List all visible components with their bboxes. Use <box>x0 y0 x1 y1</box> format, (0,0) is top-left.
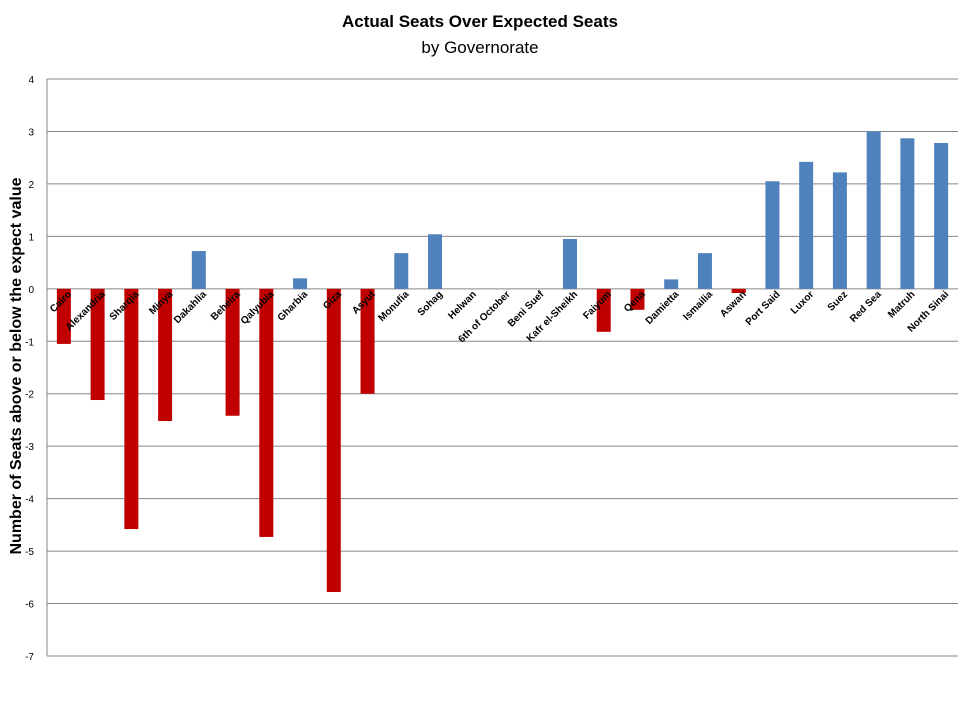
bar <box>562 238 577 289</box>
bar <box>360 288 375 394</box>
bar <box>225 288 240 416</box>
bar <box>191 251 206 289</box>
gridlines <box>46 78 958 657</box>
category-label: Aswan <box>718 289 749 320</box>
y-tick-label: -1 <box>25 337 34 348</box>
y-tick-label: -6 <box>25 600 34 611</box>
bar <box>596 288 611 332</box>
y-tick-label: 1 <box>28 232 34 243</box>
category-label: Damietta <box>644 289 682 327</box>
y-tick-label: -5 <box>25 547 34 558</box>
bar <box>428 234 443 289</box>
bar <box>934 142 949 289</box>
bar <box>900 138 915 289</box>
bar <box>394 253 409 289</box>
bar <box>90 288 105 401</box>
category-label: Ismailia <box>681 289 715 323</box>
category-label: Helwan <box>446 289 479 322</box>
category-label: Luxor <box>789 289 816 316</box>
bar <box>731 288 746 294</box>
category-label: Port Said <box>744 289 783 328</box>
chart-subtitle: by Governorate <box>421 38 539 57</box>
y-tick-label: -3 <box>25 442 34 453</box>
bar <box>630 288 645 310</box>
bar <box>56 288 71 344</box>
y-tick-label: 0 <box>28 285 34 296</box>
y-tick-label: -7 <box>25 652 34 663</box>
bar <box>293 278 308 289</box>
category-label: Suez <box>826 289 850 313</box>
bar <box>697 253 712 289</box>
bar <box>832 172 847 289</box>
bar <box>259 288 274 537</box>
y-tick-label: 4 <box>28 75 34 86</box>
bar <box>866 131 881 289</box>
y-tick-label: -4 <box>25 495 34 506</box>
category-label: Sohag <box>416 289 445 318</box>
category-label: Red Sea <box>848 289 884 325</box>
bar <box>765 181 780 289</box>
y-tick-label: -2 <box>25 390 34 401</box>
category-label: Gharbia <box>276 289 311 324</box>
category-label: Dakahlia <box>172 289 209 326</box>
category-label: Monufia <box>377 289 412 324</box>
bar <box>158 288 173 422</box>
bar <box>326 288 341 593</box>
bar <box>664 279 679 289</box>
category-label: Matruh <box>886 289 917 320</box>
chart-title: Actual Seats Over Expected Seats <box>342 12 618 31</box>
bars <box>56 131 949 593</box>
bar <box>799 161 814 289</box>
bar <box>124 288 139 530</box>
y-tick-label: 2 <box>28 180 34 191</box>
y-tick-label: 3 <box>28 127 34 138</box>
y-tick-labels: 4 3 2 1 0 -1 -2 -3 -4 -5 -6 -7 <box>25 75 34 663</box>
